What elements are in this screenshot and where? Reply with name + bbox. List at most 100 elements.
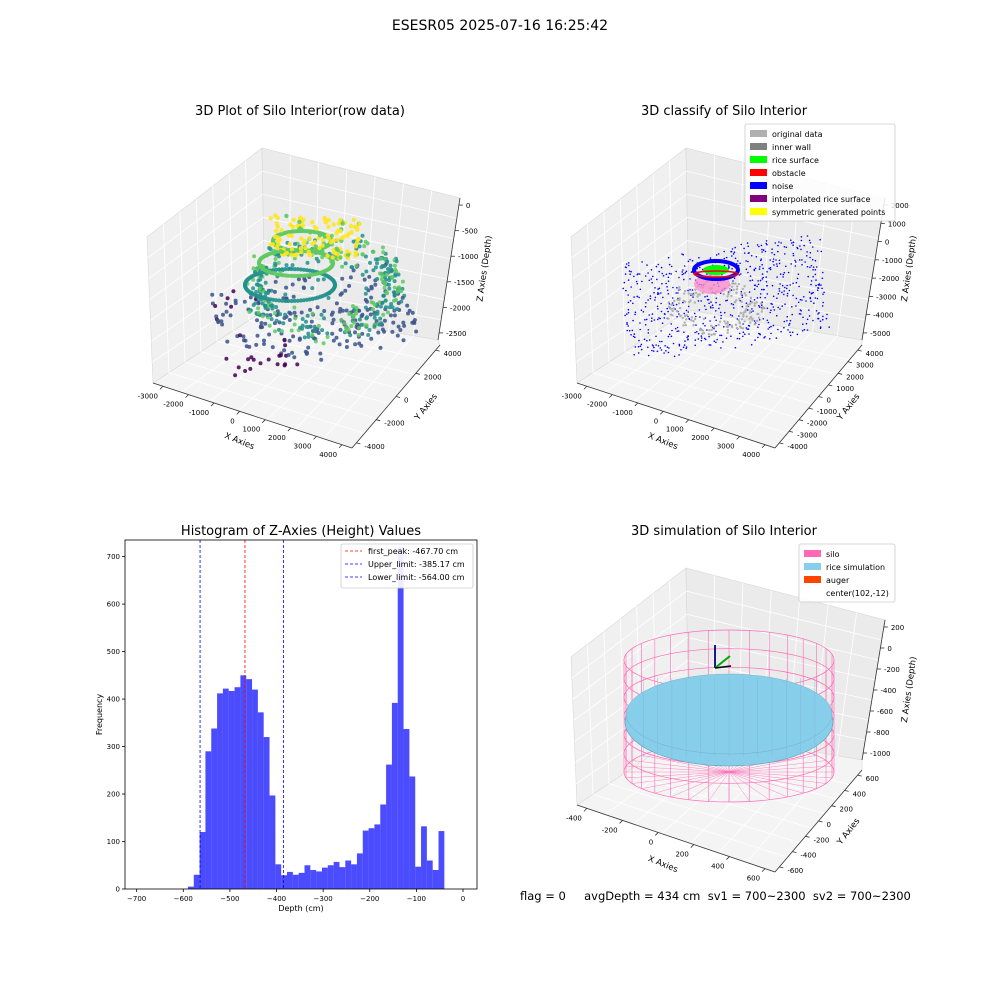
panel1-grid [148,193,264,280]
raw-data-point [375,277,380,281]
silo-floor-spoke [728,771,750,802]
panel2-grid [592,372,788,434]
noise-point [748,333,750,335]
panel4-grid [587,644,594,795]
raw-data-point [306,249,311,255]
raw-data-point [273,311,277,316]
noise-point [641,280,643,283]
raw-data-point [392,263,397,268]
raw-data-point [242,299,247,304]
original-data-point [684,323,687,327]
panel4-x-tick [583,808,588,812]
noise-point [719,303,721,306]
noise-point [708,344,711,346]
noise-point [664,313,666,316]
noise-point [723,257,726,260]
histogram-x-tick-label: 0 [461,895,465,903]
raw-data-point [385,259,390,264]
panel2-x-tick-label: -1000 [612,409,632,417]
raw-data-point [397,285,402,290]
noise-point [718,307,720,310]
raw-data-point [255,333,260,338]
noise-point [628,270,631,272]
noise-point [629,300,632,302]
panel2-legend-label: symmetric generated points [772,208,885,217]
noise-point [762,318,765,320]
noise-point [731,248,734,250]
raw-data-point [268,242,273,247]
noise-point [687,260,690,263]
noise-point [670,273,673,275]
raw-data-point [306,331,311,336]
raw-data-point [340,221,345,226]
panel2-z-tick-label: -2000 [879,275,899,283]
noise-point [769,268,772,271]
panel1-z-tick-label: -2000 [450,304,470,312]
histogram-bar [397,547,404,889]
noise-point [682,253,684,256]
noise-point [819,327,822,330]
raw-data-point [284,213,289,219]
noise-point [685,309,688,312]
original-data-point [678,286,681,289]
original-data-point [693,317,697,321]
noise-point [684,271,687,274]
noise-point [826,313,828,316]
raw-data-point [400,279,405,284]
noise-point [668,333,671,336]
raw-data-point [264,290,268,295]
raw-data-point [325,233,330,238]
noise-point [715,341,717,344]
noise-point [647,329,650,331]
noise-point [627,325,629,327]
panel1-grid [195,198,202,352]
noise-point [655,265,658,268]
raw-data-point [290,263,295,268]
noise-point [657,288,659,290]
raw-data-point [298,215,303,220]
noise-point [674,327,677,330]
noise-point [712,306,714,309]
panel4-grid [718,751,813,854]
silo-floor-spoke [728,771,788,798]
raw-data-point [355,322,360,327]
noise-point [769,259,771,261]
raw-data-point [390,329,395,334]
noise-point [657,292,659,294]
noise-point [764,296,766,299]
histogram-bar [199,832,206,889]
original-data-point [672,307,675,310]
noise-point [777,250,779,253]
panel2-y-tick-label: -4000 [787,443,807,451]
histogram-bar [339,867,346,889]
panel4-z-tick-label: -600 [877,708,893,716]
raw-data-point [386,282,391,287]
raw-data-point [326,218,331,223]
raw-data-point [298,298,303,303]
noise-point [788,289,791,292]
raw-data-point [289,298,294,304]
original-data-point [685,314,689,317]
noise-point [730,303,733,305]
noise-point [777,328,779,331]
noise-point [799,298,802,301]
noise-point [770,302,772,305]
original-data-point [755,301,758,304]
noise-point [634,311,637,314]
original-data-point [671,309,674,313]
original-data-point [751,318,754,321]
raw-data-point [332,281,337,286]
raw-data-point [297,226,302,232]
noise-point [719,334,721,337]
noise-point [726,299,728,302]
noise-point [773,309,776,311]
noise-point [687,289,689,292]
noise-point [767,321,770,324]
raw-data-point [378,345,383,350]
histogram-bar [380,804,387,889]
noise-point [682,301,684,304]
raw-data-point [385,310,390,315]
noise-point [633,296,635,298]
raw-data-point [309,319,314,324]
raw-data-point [253,301,258,306]
